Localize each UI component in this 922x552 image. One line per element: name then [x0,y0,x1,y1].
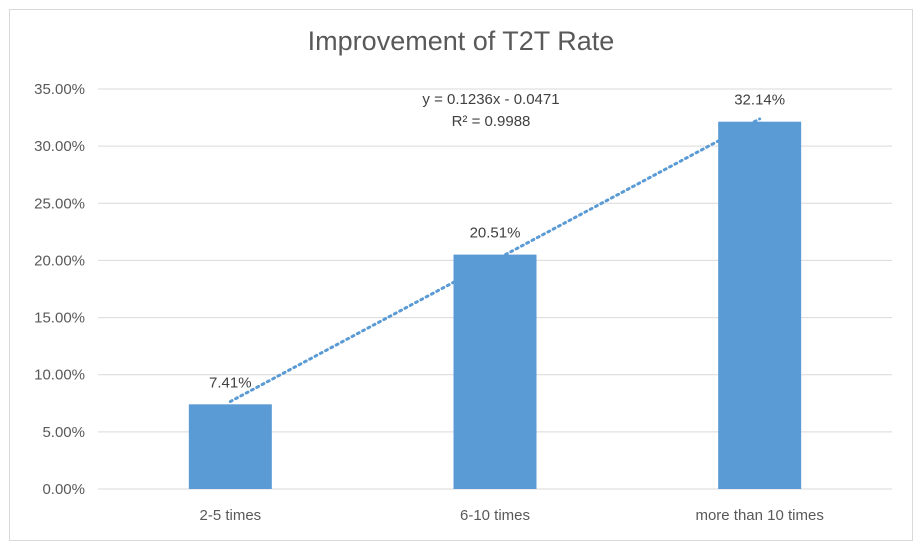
data-label: 7.41% [209,374,252,391]
y-tick-label: 20.00% [34,252,85,269]
y-axis-ticks: 0.00% 5.00% 10.00% 15.00% 20.00% 25.00% 30.00%… [34,81,85,498]
y-tick-label: 15.00% [34,310,85,327]
y-tick-label: 0.00% [42,481,85,498]
x-tick-label: 6-10 times [460,507,530,524]
data-labels: 7.41% 20.51% 32.14% [209,92,785,392]
chart-title: Improvement of T2T Rate [308,26,615,56]
trendline-r-squared: R² = 0.9988 [452,113,531,130]
x-tick-label: more than 10 times [695,507,823,524]
bar [188,404,272,489]
x-axis-categories: 2-5 times 6-10 times more than 10 times [199,507,823,524]
y-tick-label: 30.00% [34,138,85,155]
y-tick-label: 5.00% [42,424,85,441]
data-label: 32.14% [734,92,785,109]
bars [188,121,802,489]
y-tick-label: 35.00% [34,81,85,98]
trendline-equation: y = 0.1236x - 0.0471 [422,91,559,108]
bar [718,121,802,489]
trendline [228,117,762,404]
y-tick-label: 25.00% [34,195,85,212]
data-label: 20.51% [470,225,521,242]
y-tick-label: 10.00% [34,367,85,384]
x-tick-label: 2-5 times [199,507,261,524]
bar [453,254,537,489]
